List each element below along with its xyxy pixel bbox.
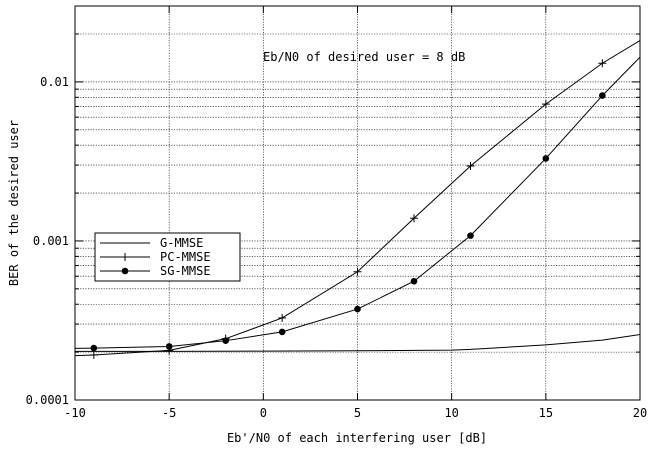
data-point-sg-mmse xyxy=(165,343,173,350)
legend-label-g-mmse: G-MMSE xyxy=(160,236,203,250)
data-point-pc-mmse xyxy=(278,313,287,322)
data-point-sg-mmse xyxy=(467,232,474,239)
data-point-sg-mmse xyxy=(90,344,98,352)
data-point-sg-mmse xyxy=(222,337,229,344)
data-point-pc-mmse xyxy=(598,59,607,68)
series-line-sg-mmse xyxy=(74,56,641,349)
x-tick-label: 15 xyxy=(539,406,553,420)
x-tick-label: -5 xyxy=(162,406,176,420)
legend-item-pc-mmse: PC-MMSE xyxy=(100,250,211,264)
x-tick-label: 20 xyxy=(633,406,647,420)
series-sg-mmse xyxy=(74,56,641,352)
data-point-sg-mmse xyxy=(599,92,606,99)
data-point-sg-mmse xyxy=(542,155,550,162)
data-point-sg-mmse xyxy=(354,305,361,313)
x-tick-label: 0 xyxy=(260,406,267,420)
data-point-pc-mmse xyxy=(89,350,98,359)
chart-annotation: Eb/N0 of desired user = 8 dB xyxy=(263,50,465,64)
x-tick-label: 10 xyxy=(444,406,458,420)
legend-item-g-mmse: G-MMSE xyxy=(100,236,203,250)
grid xyxy=(75,5,640,400)
data-point-sg-mmse xyxy=(278,328,286,336)
legend-item-sg-mmse: SG-MMSE xyxy=(100,264,211,278)
legend-marker-pc-mmse xyxy=(121,253,129,261)
data-point-pc-mmse xyxy=(410,214,418,223)
data-point-sg-mmse xyxy=(410,277,418,285)
x-tick-label: 5 xyxy=(354,406,361,420)
y-tick-label: 0.0001 xyxy=(26,393,69,407)
y-tick-label: 0.01 xyxy=(40,75,69,89)
series-pc-mmse xyxy=(74,40,641,359)
y-tick-label: 0.001 xyxy=(33,234,69,248)
axis-ticks: -10 -5 0 5 10 15 20 0.0001 0.001 0.01 xyxy=(26,5,647,420)
data-point-pc-mmse xyxy=(541,100,550,109)
data-point-pc-mmse xyxy=(353,267,362,276)
x-axis-title: Eb'/N0 of each interfering user [dB] xyxy=(227,431,487,445)
series-group xyxy=(74,40,641,359)
y-axis-title: BER of the desired user xyxy=(7,120,21,286)
series-g-mmse xyxy=(75,334,641,352)
data-point-pc-mmse xyxy=(466,161,475,170)
series-line-g-mmse xyxy=(75,334,641,352)
x-tick-label: -10 xyxy=(64,406,86,420)
legend-marker-sg-mmse xyxy=(121,267,129,275)
plot-frame xyxy=(74,5,641,401)
legend-label-pc-mmse: PC-MMSE xyxy=(160,250,211,264)
legend-label-sg-mmse: SG-MMSE xyxy=(160,264,211,278)
